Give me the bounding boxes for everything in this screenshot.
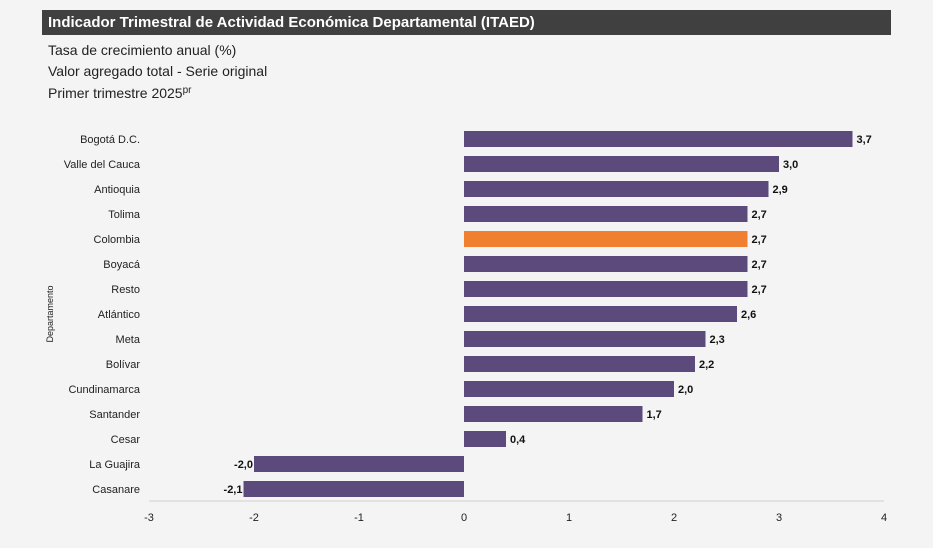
bar: [464, 206, 748, 222]
category-label: Colombia: [94, 234, 141, 246]
value-label: 2,3: [710, 334, 725, 346]
x-tick-label: 2: [671, 512, 677, 524]
value-label: 2,7: [752, 259, 767, 271]
value-label: 0,4: [510, 434, 526, 446]
bar: [254, 456, 464, 472]
bar: [464, 131, 853, 147]
bar: [464, 306, 737, 322]
value-label: 1,7: [647, 409, 662, 421]
category-label: Bolívar: [106, 359, 141, 371]
category-label: Valle del Cauca: [64, 159, 141, 171]
category-label: Meta: [116, 334, 141, 346]
subtitle-growth-rate: Tasa de crecimiento anual (%): [48, 42, 237, 58]
bar: [243, 481, 464, 497]
category-label: Cundinamarca: [68, 384, 140, 396]
value-label: 2,2: [699, 359, 714, 371]
subtitle-period-superscript: pr: [182, 85, 192, 96]
bar: [464, 381, 674, 397]
x-tick-label: -2: [249, 512, 259, 524]
category-label: La Guajira: [89, 459, 141, 471]
subtitle-period: Primer trimestre 2025pr: [48, 85, 192, 101]
category-label: Casanare: [92, 484, 140, 496]
category-label: Boyacá: [103, 259, 141, 271]
bar: [464, 256, 748, 272]
y-axis-title: Departamento: [45, 285, 55, 342]
value-label: -2,1: [224, 484, 243, 496]
bar: [464, 281, 748, 297]
x-tick-label: -3: [144, 512, 154, 524]
chart-title: Indicador Trimestral de Actividad Económ…: [42, 10, 891, 35]
x-tick-label: 1: [566, 512, 572, 524]
x-tick-label: 3: [776, 512, 782, 524]
value-label: 2,0: [678, 384, 693, 396]
x-tick-label: -1: [354, 512, 364, 524]
bar: [464, 331, 706, 347]
bar: [464, 156, 779, 172]
bar: [464, 356, 695, 372]
value-label: 2,7: [752, 209, 767, 221]
bar: [464, 231, 748, 247]
category-label: Resto: [111, 284, 140, 296]
value-label: 2,7: [752, 284, 767, 296]
category-label: Antioquia: [94, 184, 141, 196]
x-tick-label: 0: [461, 512, 467, 524]
bar: [464, 406, 643, 422]
subtitle-series: Valor agregado total - Serie original: [48, 63, 268, 79]
value-label: 2,7: [752, 234, 767, 246]
bar: [464, 431, 506, 447]
value-label: 2,9: [773, 184, 788, 196]
bar: [464, 181, 769, 197]
category-label: Atlántico: [98, 309, 140, 321]
value-label: 2,6: [741, 309, 756, 321]
value-label: -2,0: [234, 459, 253, 471]
value-label: 3,0: [783, 159, 798, 171]
category-label: Cesar: [111, 434, 141, 446]
category-label: Bogotá D.C.: [80, 134, 140, 146]
x-tick-label: 4: [881, 512, 887, 524]
category-label: Santander: [89, 409, 140, 421]
subtitle-period-text: Primer trimestre 2025: [48, 85, 183, 101]
value-label: 3,7: [857, 134, 872, 146]
category-label: Tolima: [108, 209, 141, 221]
